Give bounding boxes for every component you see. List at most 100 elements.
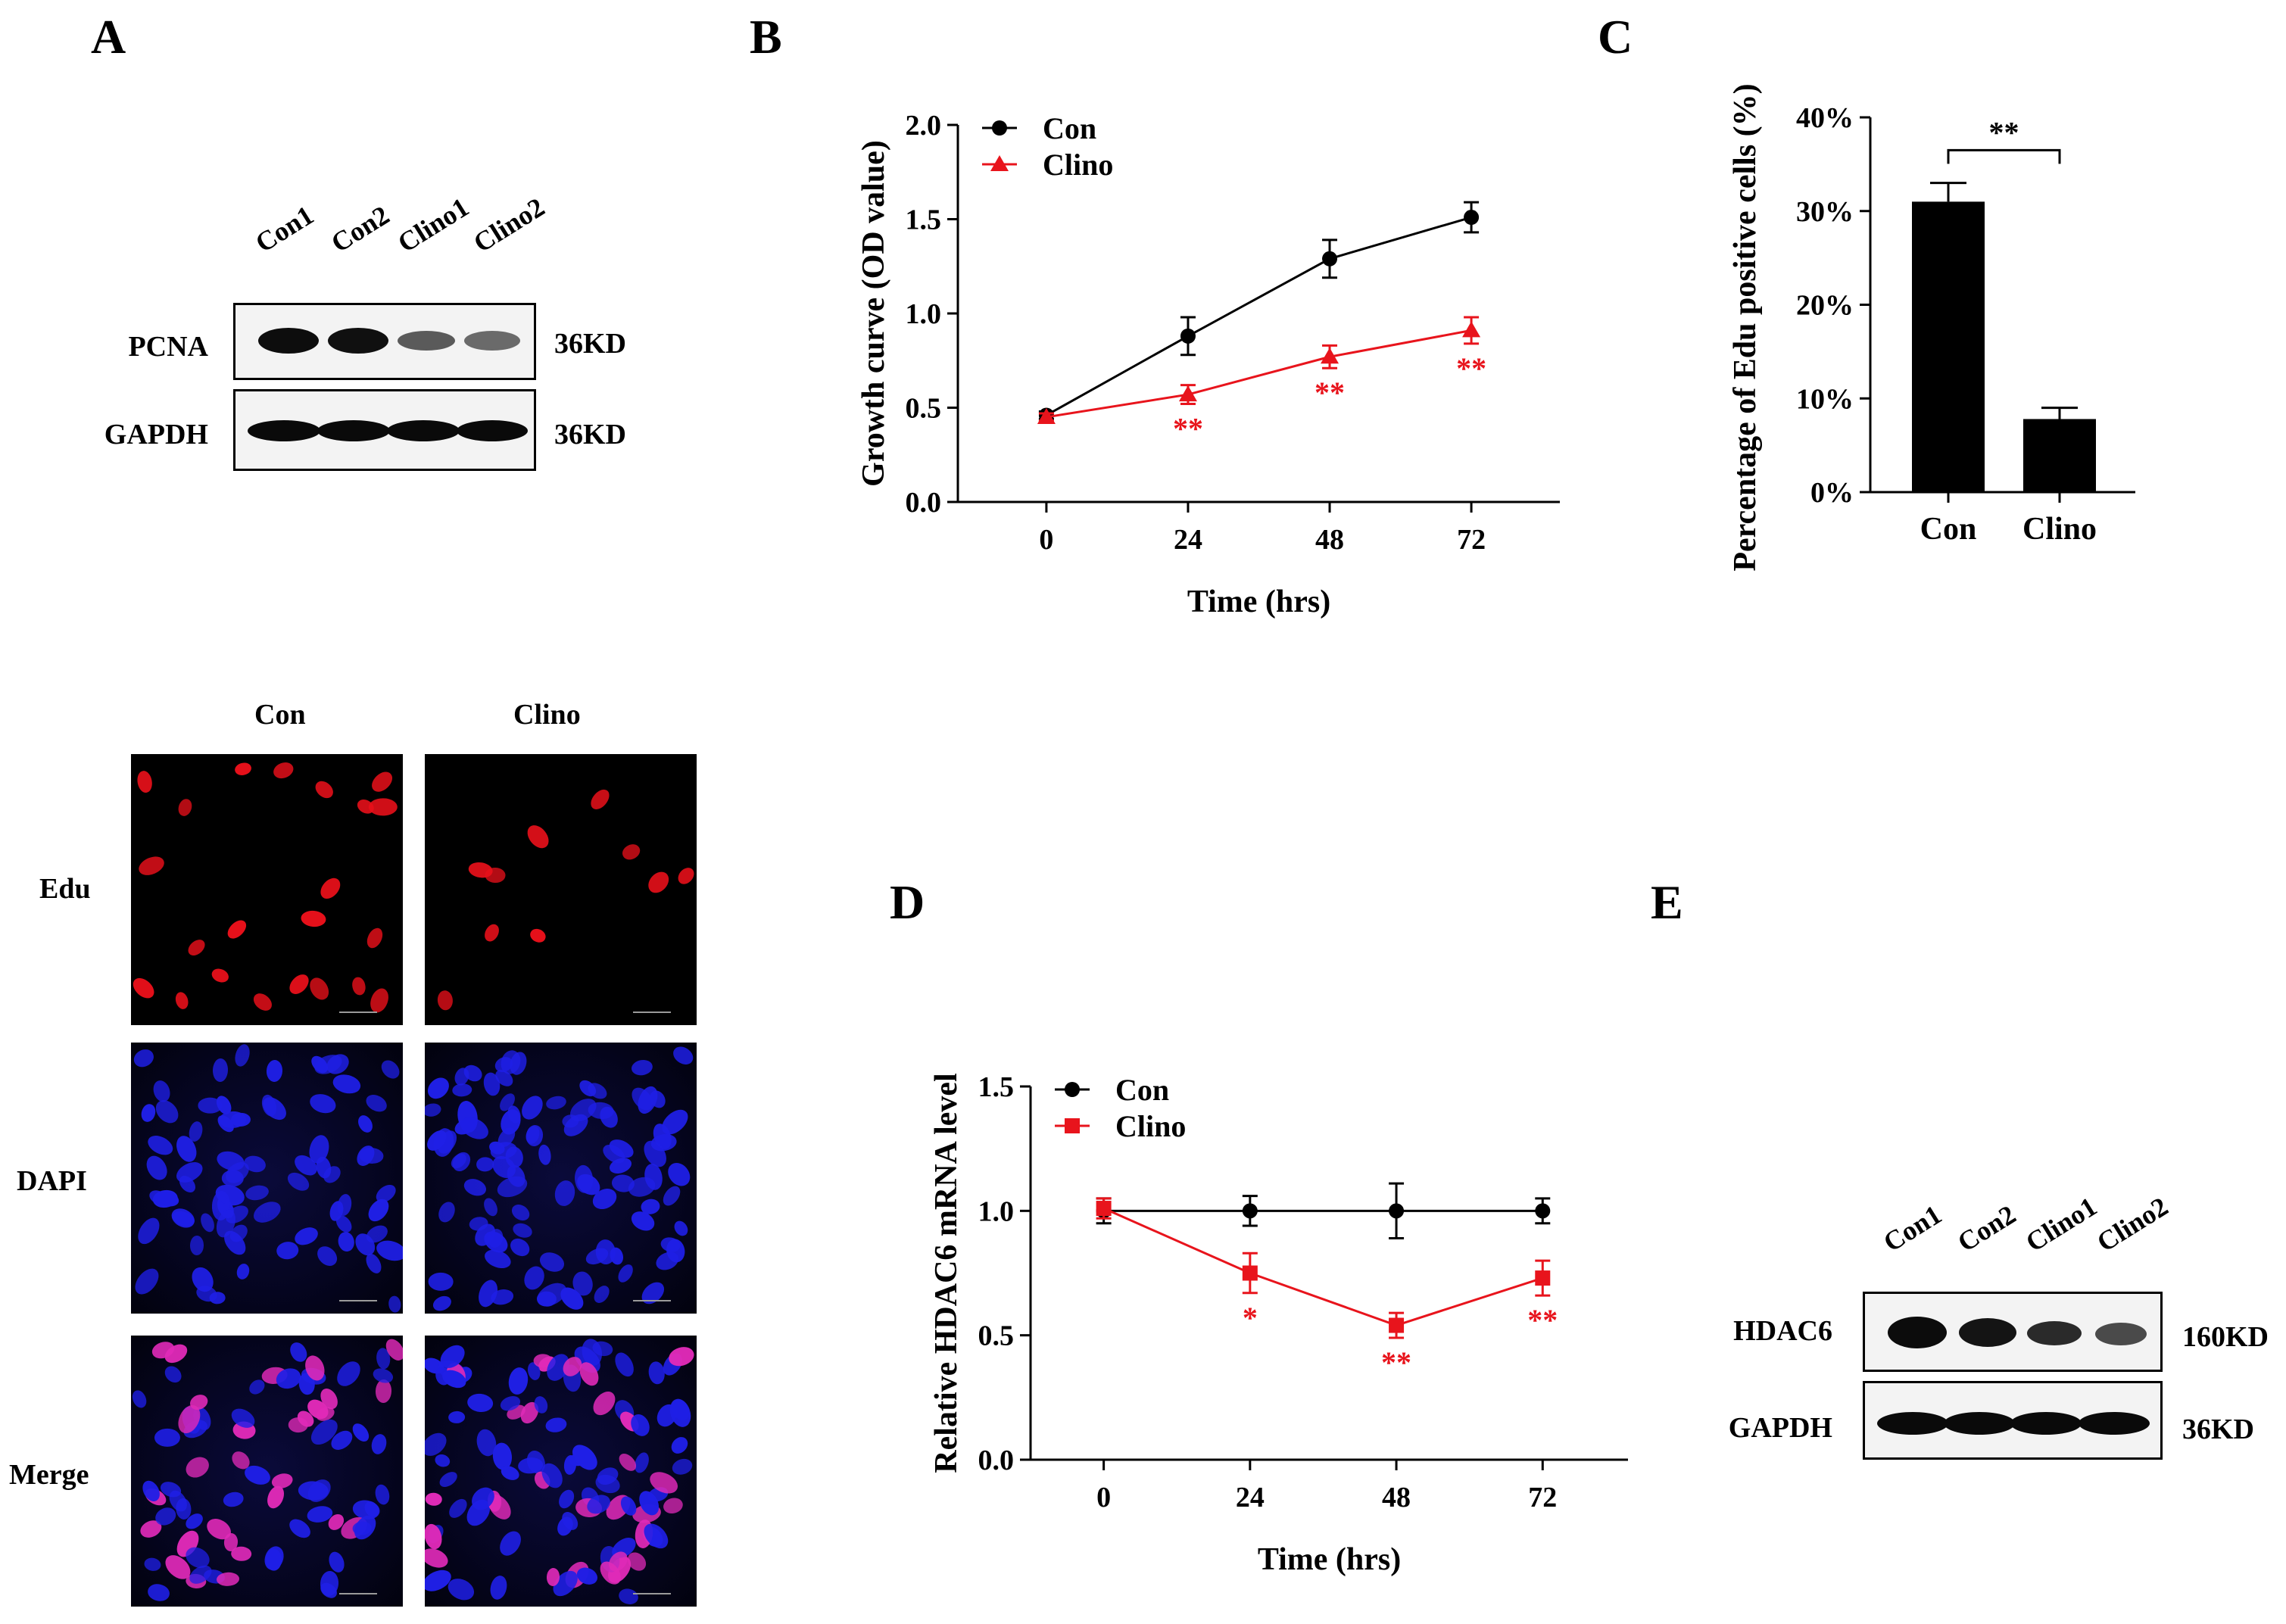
cell-nucleus bbox=[151, 1078, 173, 1105]
data-point-clino bbox=[1242, 1265, 1258, 1281]
blot-a-strip-pcna bbox=[233, 303, 536, 380]
y-tick-label: 0.0 bbox=[978, 1445, 1015, 1476]
legend-marker bbox=[1065, 1118, 1080, 1133]
cell-nucleus bbox=[518, 1092, 547, 1124]
y-tick-label: 1.5 bbox=[906, 204, 942, 236]
cell-nucleus bbox=[368, 798, 398, 816]
legend-marker bbox=[990, 155, 1009, 171]
cell-nucleus bbox=[182, 1452, 214, 1482]
cell-nucleus bbox=[306, 974, 332, 1004]
cell-nucleus bbox=[373, 1483, 391, 1506]
cell-nucleus bbox=[433, 1452, 452, 1470]
y-axis-label: Growth curve (OD value) bbox=[856, 140, 891, 487]
data-point-clino bbox=[1535, 1270, 1551, 1286]
y-tick-label: 30% bbox=[1796, 196, 1854, 228]
cell-nucleus bbox=[351, 976, 368, 997]
legend-marker bbox=[1065, 1082, 1080, 1097]
x-axis-label: Time (hrs) bbox=[1187, 584, 1330, 619]
cell-nucleus bbox=[508, 1201, 533, 1224]
blot-a-lane-label: Con1 bbox=[250, 199, 320, 259]
cell-nucleus bbox=[131, 1046, 157, 1071]
cell-nucleus bbox=[145, 1132, 176, 1159]
blot-e-row-label: HDAC6 bbox=[1733, 1315, 1832, 1347]
significance-label: ** bbox=[1527, 1303, 1558, 1337]
x-tick-label: 0 bbox=[1039, 524, 1053, 556]
y-axis-label: Percentage of Edu positive cells (%) bbox=[1728, 83, 1763, 571]
cell-nucleus bbox=[317, 874, 345, 902]
micrograph-clino-merge bbox=[425, 1336, 697, 1607]
cell-nucleus bbox=[495, 1527, 525, 1560]
cell-nucleus bbox=[482, 921, 502, 944]
panel-letter-a: A bbox=[91, 10, 126, 64]
cell-nucleus bbox=[425, 1073, 454, 1103]
significance-label: ** bbox=[1173, 412, 1203, 446]
data-point-con bbox=[1242, 1203, 1258, 1219]
cell-nucleus bbox=[427, 1272, 454, 1292]
cell-nucleus bbox=[507, 1234, 533, 1260]
y-tick-label: 1.0 bbox=[978, 1195, 1015, 1227]
cell-nucleus bbox=[369, 1432, 389, 1456]
cell-nucleus bbox=[669, 1043, 697, 1068]
y-tick-label: 0.5 bbox=[906, 393, 942, 425]
series-line-clino bbox=[1046, 329, 1472, 419]
micrograph-clino-edu bbox=[425, 754, 697, 1025]
chart-b-root: 0.0 0.5 1.0 1.5 2.0 0 24 48 72 Time (hrs) Growth c… bbox=[856, 110, 1560, 619]
cell-nucleus bbox=[312, 778, 337, 802]
cell-nucleus bbox=[222, 1489, 245, 1508]
cell-nucleus bbox=[142, 1152, 172, 1184]
cell-nucleus bbox=[136, 853, 167, 879]
y-tick-label: 1.0 bbox=[906, 298, 942, 330]
data-point-con bbox=[1322, 251, 1338, 267]
chart-c-root: 0% 10% 20% 30% 40% Percentage of Edu positive… bbox=[1728, 83, 2135, 572]
micro-row-label-merge: Merge bbox=[9, 1459, 89, 1491]
x-tick-label: 0 bbox=[1096, 1482, 1111, 1513]
data-point-con bbox=[1389, 1203, 1405, 1219]
cell-nucleus bbox=[244, 1183, 270, 1203]
cell-nucleus bbox=[435, 1199, 458, 1226]
x-tick-label: Con bbox=[1920, 512, 1977, 547]
blot-a-strip-gapdh bbox=[233, 389, 536, 471]
cell-nucleus bbox=[528, 926, 548, 946]
cell-nucleus bbox=[168, 1205, 198, 1233]
bar-clino bbox=[2023, 419, 2096, 492]
cell-nucleus bbox=[299, 909, 326, 929]
x-tick-label: 48 bbox=[1382, 1482, 1411, 1513]
legend-label: Con bbox=[1115, 1073, 1169, 1107]
cell-nucleus bbox=[425, 1492, 442, 1506]
cell-nucleus bbox=[212, 1058, 228, 1083]
panel-letter-b: B bbox=[750, 10, 782, 64]
x-axis-label: Time (hrs) bbox=[1258, 1542, 1401, 1577]
y-tick-label: 10% bbox=[1796, 383, 1854, 415]
legend-label: Clino bbox=[1043, 148, 1113, 182]
blot-a-lane-label: Con2 bbox=[326, 199, 395, 259]
series-line-con bbox=[1046, 216, 1472, 416]
cell-nucleus bbox=[387, 1295, 402, 1314]
cell-nucleus bbox=[536, 1144, 552, 1167]
scale-bar bbox=[633, 1011, 671, 1013]
cell-nucleus bbox=[488, 1574, 510, 1602]
significance-label: ** bbox=[1989, 115, 2019, 149]
blot-e-size-label: 160KD bbox=[2182, 1321, 2269, 1353]
cell-nucleus bbox=[250, 1197, 285, 1227]
cell-nucleus bbox=[378, 1056, 403, 1082]
panel-letter-e: E bbox=[1651, 875, 1683, 929]
y-tick-label: 2.0 bbox=[906, 110, 942, 142]
blot-e-size-label: 36KD bbox=[2182, 1414, 2254, 1445]
cell-nucleus bbox=[522, 821, 554, 853]
cell-nucleus bbox=[425, 1102, 442, 1118]
significance-label: ** bbox=[1381, 1345, 1411, 1379]
y-tick-label: 0.5 bbox=[978, 1320, 1015, 1352]
cell-nucleus bbox=[619, 841, 643, 863]
cell-nucleus bbox=[671, 1217, 691, 1239]
data-point-clino bbox=[1178, 385, 1197, 402]
cell-nucleus bbox=[336, 1230, 356, 1253]
cell-nucleus bbox=[506, 1366, 530, 1396]
data-point-clino bbox=[1096, 1201, 1112, 1217]
significance-label: ** bbox=[1315, 376, 1345, 410]
cell-nucleus bbox=[139, 1102, 157, 1124]
scale-bar bbox=[339, 1300, 377, 1301]
series-line-clino bbox=[1103, 1207, 1543, 1327]
cell-nucleus bbox=[249, 990, 276, 1015]
blot-e-strip-gapdh bbox=[1863, 1381, 2163, 1460]
legend-label: Con bbox=[1043, 111, 1096, 145]
